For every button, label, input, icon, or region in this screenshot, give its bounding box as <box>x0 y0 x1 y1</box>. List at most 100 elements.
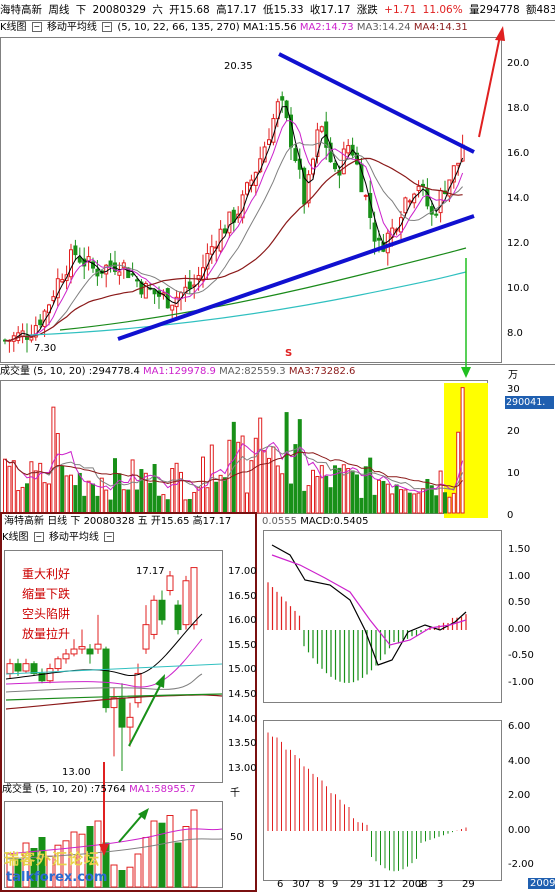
weekly-volume-bar <box>196 487 201 514</box>
weekly-volume-bar <box>64 475 69 514</box>
weekly-volume-bar <box>399 489 403 514</box>
weekly-volume-bar <box>328 487 333 514</box>
macd-tick-label: -1.00 <box>508 676 534 688</box>
weekly-volume-bar <box>359 497 364 514</box>
daily-candle-body <box>102 648 110 709</box>
weekly-volume-bar <box>135 489 139 514</box>
inset-vol-title: 成交量 <box>2 784 32 795</box>
daily-candle-body <box>62 653 70 660</box>
volume-params: (5, 10, 20) <box>33 366 86 377</box>
weekly-candle-body <box>117 271 122 276</box>
daily-volume-bar <box>166 815 174 888</box>
daily-inset-panel: 海特高新 日线 下 20080328 五 开15.65 高17.17 K线图 −… <box>0 512 257 892</box>
daily-volume-bar <box>14 859 22 888</box>
daily-volume-ma-line <box>5 828 223 855</box>
weekly-volume-bar <box>3 458 7 514</box>
macd-diff: 0.0555 <box>262 516 297 527</box>
weekly-volume-bar <box>60 465 65 514</box>
x-tick-label: 31 <box>368 879 381 890</box>
weekly-volume-bar <box>223 477 227 514</box>
weekly-volume-bar <box>205 487 210 514</box>
ma3-label: MA3:14.24 <box>356 22 411 33</box>
daily-ma6-line <box>5 663 223 675</box>
lower-indicator-panel <box>267 732 467 872</box>
volume-rise-arrow <box>118 813 144 843</box>
weekly-candle-body <box>385 232 390 254</box>
daily-candle-body <box>46 668 54 682</box>
weekly-candle-body <box>77 257 82 263</box>
weekly-moving-averages <box>4 105 467 342</box>
weekly-volume-bar <box>355 474 359 514</box>
volume-value: :294778.4 <box>88 366 140 377</box>
weekly-volume-bar <box>267 457 271 514</box>
arrow-head-icon <box>495 26 505 41</box>
volume-panel-header: 成交量 (5, 10, 20) :294778.4 MA1:129978.9 M… <box>0 364 355 380</box>
weekly-candle-body <box>196 274 201 281</box>
ma5-line <box>59 247 467 331</box>
weekly-volume-bar <box>47 483 51 514</box>
daily-ma1-line <box>5 613 203 680</box>
inset-tick-label: 16.00 <box>228 615 257 627</box>
minus-icon[interactable]: − <box>33 532 44 542</box>
weekly-candle-body <box>121 262 126 269</box>
high-price-mark: 20.35 <box>224 61 253 72</box>
weekly-volume-bar <box>73 485 78 514</box>
macd-value: MACD:0.5405 <box>300 516 369 527</box>
inset-ma-title[interactable]: 移动平均线 <box>48 532 99 543</box>
weekly-candle-body <box>165 288 170 309</box>
volume-tick-label: 10 <box>507 468 520 479</box>
minus-icon[interactable]: − <box>104 532 115 542</box>
daily-volume-bar <box>126 866 134 888</box>
ma1-line <box>4 105 464 342</box>
weekly-candle-body <box>29 337 34 341</box>
daily-candle-body <box>126 716 134 728</box>
weekly-candle-body <box>258 158 263 173</box>
ma-title[interactable]: 移动平均线 <box>46 22 97 33</box>
macd-tick-label: 1.50 <box>508 544 531 555</box>
inset-open: 开15.65 <box>150 516 190 527</box>
weekly-candle-body <box>73 245 78 256</box>
rally-arrow <box>128 681 163 747</box>
period-label[interactable]: 周线 <box>48 4 70 16</box>
minus-icon[interactable]: − <box>102 22 113 32</box>
arrow-down-icon <box>99 844 109 856</box>
ma2-line <box>4 120 464 342</box>
weekly-volume-ma <box>4 441 464 493</box>
weekly-candle-body <box>284 100 289 119</box>
daily-volume-bar <box>62 840 70 888</box>
weekly-candle-body <box>245 182 249 195</box>
inset-kline: K线图 <box>2 532 29 543</box>
lower-tick-label: -2.00 <box>508 859 534 870</box>
weekly-candle-body <box>187 281 192 290</box>
weekly-volume-bar <box>42 482 47 514</box>
x-tick-label: 9 <box>332 879 339 890</box>
weekly-volume-bar <box>192 491 197 514</box>
weekly-volume-bar <box>121 489 126 514</box>
weekly-volume-bar <box>394 484 399 514</box>
weekly-candle-body <box>363 194 368 197</box>
date-label: 20080329 <box>92 4 146 16</box>
weekly-volume-bar <box>130 459 135 514</box>
weekly-volume-bar <box>412 493 417 514</box>
weekly-candle-body <box>302 167 307 205</box>
daily-candle-body <box>6 663 14 674</box>
inset-vol-params: (5, 10, 20) <box>35 784 88 795</box>
weekly-volume-bar <box>152 464 157 514</box>
x-tick-label: 7 <box>304 879 311 890</box>
weekly-volume-bar <box>161 494 166 514</box>
minus-icon[interactable]: − <box>31 22 42 32</box>
weekly-volume-bar <box>77 472 82 514</box>
daily-volume-bar <box>94 820 102 888</box>
daily-moving-averages <box>5 613 223 710</box>
open-label: 开15.68 <box>169 4 210 16</box>
weekly-candle-body <box>429 206 434 215</box>
weekly-candle-body <box>104 264 109 275</box>
price-tick-label: 12.0 <box>507 238 530 249</box>
volume-unit: 万 <box>508 370 518 381</box>
weekly-volume-bar <box>25 483 29 514</box>
direction-label: 下 <box>75 4 87 16</box>
weekly-volume-bar <box>403 489 408 514</box>
inset-weekday: 五 <box>137 516 148 527</box>
price-tick-label: 14.0 <box>507 193 530 204</box>
